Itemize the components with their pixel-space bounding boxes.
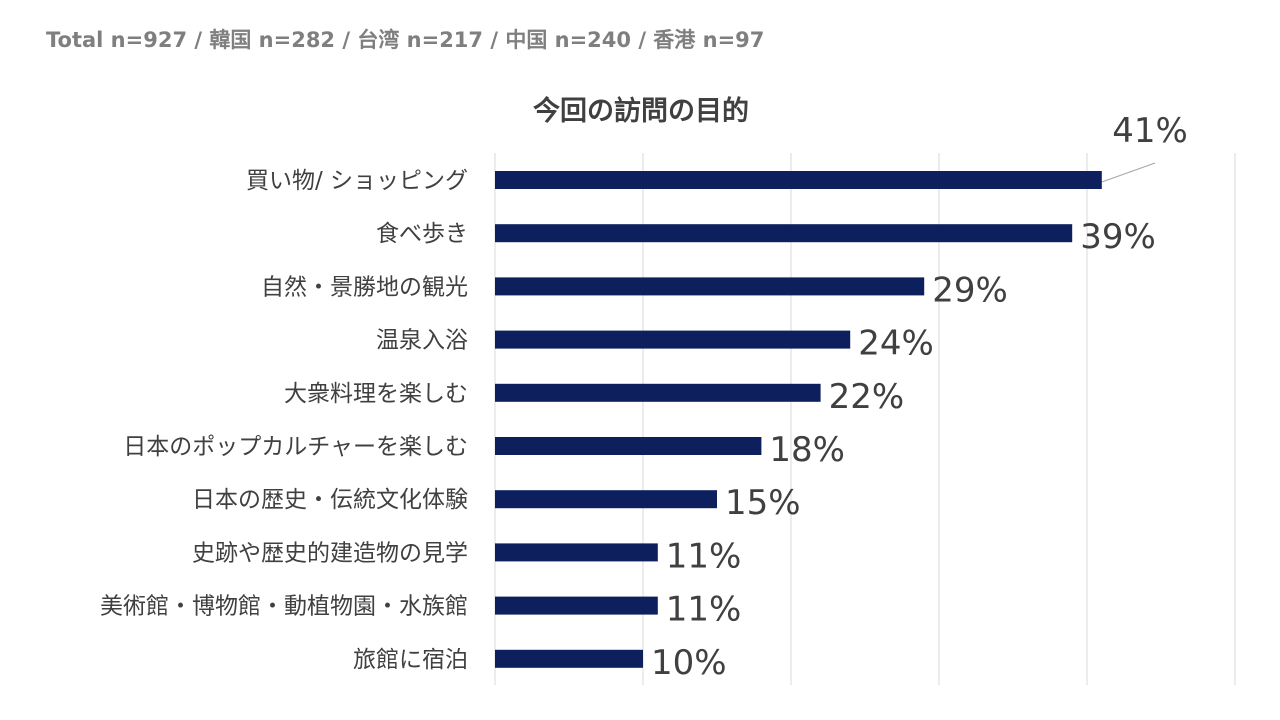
- bar: [495, 437, 762, 455]
- category-label: 温泉入浴: [376, 328, 468, 354]
- bar: [495, 330, 851, 349]
- bars: [495, 171, 1102, 668]
- value-label: 39%: [1080, 217, 1156, 257]
- category-label: 大衆料理を楽しむ: [284, 381, 468, 407]
- value-labels: 41% 39% 29% 24% 22% 18% 15% 11% 11% 10%: [651, 111, 1188, 683]
- bar: [495, 490, 717, 509]
- bar: [495, 596, 658, 615]
- category-label: 自然・景勝地の観光: [261, 274, 468, 300]
- value-label: 10%: [651, 643, 727, 683]
- value-label: 18%: [769, 430, 845, 470]
- category-label: 買い物/ ショッピング: [246, 168, 468, 194]
- value-label: 29%: [932, 270, 1008, 310]
- bar: [495, 649, 643, 668]
- bar: [495, 543, 658, 562]
- category-label: 日本の歴史・伝統文化体験: [192, 487, 468, 513]
- category-label: 食べ歩き: [376, 221, 468, 247]
- category-label: 日本のポップカルチャーを楽しむ: [123, 434, 468, 460]
- bar: [495, 171, 1102, 189]
- bar: [495, 277, 925, 296]
- category-label: 史跡や歴史的建造物の見学: [192, 540, 468, 566]
- category-labels: 買い物/ ショッピング食べ歩き自然・景勝地の観光温泉入浴大衆料理を楽しむ日本のポ…: [100, 168, 468, 673]
- chart-title: 今回の訪問の目的: [533, 95, 749, 127]
- sample-size-note: Total n=927 / 韓国 n=282 / 台湾 n=217 / 中国 n…: [46, 28, 765, 52]
- value-label: 41%: [1112, 111, 1188, 151]
- bar: [495, 224, 1073, 243]
- value-label: 11%: [666, 536, 742, 576]
- bar: [495, 383, 821, 402]
- value-label: 24%: [858, 324, 934, 364]
- value-label: 15%: [725, 483, 801, 523]
- category-label: 美術館・博物館・動植物園・水族館: [100, 594, 468, 620]
- value-label: 22%: [829, 377, 905, 417]
- value-label: 11%: [666, 590, 742, 630]
- category-label: 旅館に宿泊: [353, 647, 468, 673]
- leader-line: [1101, 162, 1156, 183]
